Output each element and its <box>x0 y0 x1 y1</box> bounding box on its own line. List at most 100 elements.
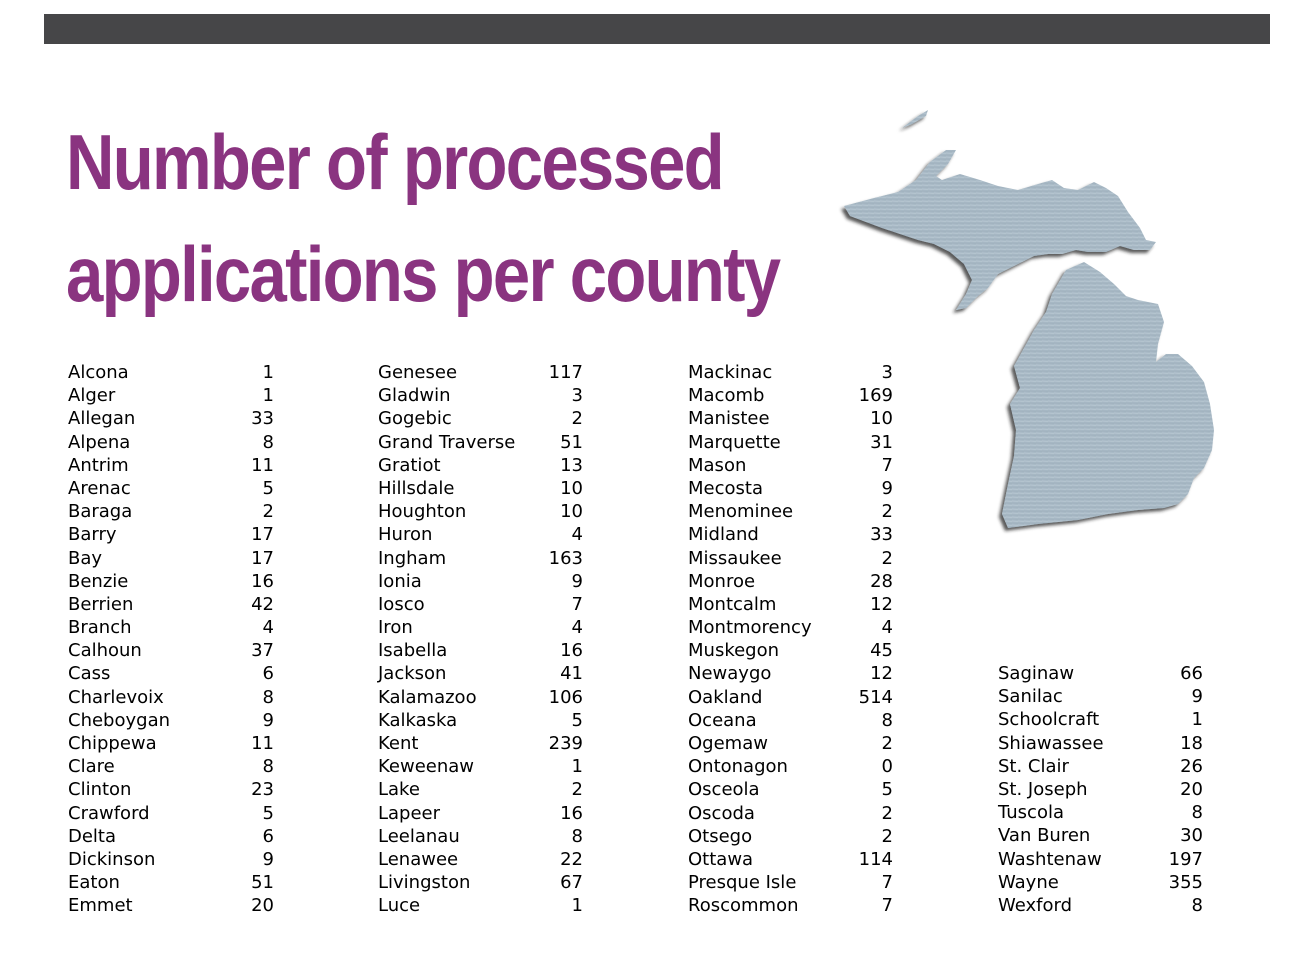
application-count: 7 <box>881 454 893 476</box>
county-name: Midland <box>688 524 759 546</box>
county-row: Lenawee 22 <box>378 848 583 871</box>
application-count: 4 <box>571 524 583 546</box>
county-name: Benzie <box>68 570 129 592</box>
county-name: Leelanau <box>378 825 460 847</box>
county-row: Cheboygan 9 <box>68 709 274 732</box>
county-row: Menominee 2 <box>688 500 893 523</box>
application-count: 20 <box>251 895 274 917</box>
county-row: Chippewa 11 <box>68 732 274 755</box>
application-count: 28 <box>870 570 893 592</box>
county-name: Manistee <box>688 408 770 430</box>
application-count: 41 <box>560 663 583 685</box>
county-name: Wexford <box>998 894 1073 916</box>
application-count: 51 <box>251 872 274 894</box>
title-line-2: applications per county <box>66 230 781 318</box>
county-row: Calhoun 37 <box>68 639 274 662</box>
county-row: Iron 4 <box>378 616 583 639</box>
county-row: Cass 6 <box>68 662 274 685</box>
county-row: Gogebic 2 <box>378 407 583 430</box>
application-count: 197 <box>1168 848 1203 870</box>
county-row: Ottawa 114 <box>688 848 893 871</box>
county-name: Lake <box>378 779 420 801</box>
application-count: 2 <box>571 408 583 430</box>
county-name: Sanilac <box>998 686 1063 708</box>
county-name: St. Joseph <box>998 778 1088 800</box>
county-name: Cheboygan <box>68 709 171 731</box>
county-row: Keweenaw 1 <box>378 755 583 778</box>
application-count: 2 <box>881 501 893 523</box>
application-count: 9 <box>571 570 583 592</box>
application-count: 10 <box>560 477 583 499</box>
county-name: Barry <box>68 524 117 546</box>
application-count: 114 <box>858 848 893 870</box>
application-count: 8 <box>881 709 893 731</box>
county-name: Dickinson <box>68 848 156 870</box>
county-row: Mackinac 3 <box>688 361 893 384</box>
county-name: Mason <box>688 454 747 476</box>
county-name: Livingston <box>378 872 471 894</box>
application-count: 8 <box>262 686 274 708</box>
county-row: Livingston 67 <box>378 871 583 894</box>
county-name: Kalamazoo <box>378 686 477 708</box>
county-name: Jackson <box>378 663 447 685</box>
application-count: 3 <box>571 385 583 407</box>
county-name: Oceana <box>688 709 757 731</box>
county-name: Clare <box>68 756 115 778</box>
county-name: Keweenaw <box>378 756 475 778</box>
county-name: Delta <box>68 825 117 847</box>
county-column-4: Saginaw 66 Sanilac 9 Schoolcraft 1 Shiawassee 1… <box>998 662 1203 917</box>
application-count: 10 <box>870 408 893 430</box>
title-line-1: Number of processed <box>66 118 725 206</box>
county-name: Monroe <box>688 570 756 592</box>
application-count: 4 <box>571 617 583 639</box>
application-count: 6 <box>262 663 274 685</box>
county-row: Kalkaska 5 <box>378 709 583 732</box>
county-name: Saginaw <box>998 663 1075 684</box>
county-row: Allegan 33 <box>68 407 274 430</box>
application-count: 45 <box>870 640 893 662</box>
application-count: 5 <box>881 779 893 801</box>
county-row: Washtenaw 197 <box>998 848 1203 871</box>
application-count: 1 <box>1191 709 1203 731</box>
county-name: Montcalm <box>688 593 777 615</box>
application-count: 16 <box>560 640 583 662</box>
county-name: Allegan <box>68 408 136 430</box>
county-name: Branch <box>68 617 132 639</box>
application-count: 5 <box>262 477 274 499</box>
county-row: Huron 4 <box>378 523 583 546</box>
application-count: 37 <box>251 640 274 662</box>
county-row: Clinton 23 <box>68 778 274 801</box>
county-row: Midland 33 <box>688 523 893 546</box>
county-name: Crawford <box>68 802 150 824</box>
application-count: 17 <box>251 547 274 569</box>
county-column-1: Alcona 1 Alger 1 Allegan 33 Alpena 8 Antrim 11 Are… <box>68 361 274 918</box>
county-row: Hillsdale 10 <box>378 477 583 500</box>
application-count: 26 <box>1180 755 1203 777</box>
application-count: 66 <box>1180 663 1203 684</box>
county-name: Van Buren <box>998 825 1091 847</box>
county-name: Genesee <box>378 362 458 383</box>
county-name: Macomb <box>688 385 765 407</box>
county-name: Ogemaw <box>688 733 768 754</box>
county-name: Baraga <box>68 501 133 523</box>
application-count: 9 <box>1191 686 1203 708</box>
county-row: Gratiot 13 <box>378 454 583 477</box>
county-name: Otsego <box>688 825 753 847</box>
county-row: Wexford 8 <box>998 894 1203 917</box>
county-name: Iosco <box>378 593 425 615</box>
county-row: Newaygo 12 <box>688 662 893 685</box>
county-row: Charlevoix 8 <box>68 686 274 709</box>
county-row: Branch 4 <box>68 616 274 639</box>
county-name: Chippewa <box>68 733 157 754</box>
county-name: Osceola <box>688 779 760 801</box>
county-name: Calhoun <box>68 640 142 662</box>
application-count: 355 <box>1168 871 1203 893</box>
application-count: 8 <box>262 431 274 453</box>
application-count: 3 <box>881 362 893 383</box>
county-name: Lapeer <box>378 802 441 824</box>
county-row: Genesee 117 <box>378 361 583 384</box>
county-name: Cass <box>68 663 111 685</box>
county-row: Benzie 16 <box>68 570 274 593</box>
county-name: Shiawassee <box>998 732 1104 754</box>
application-count: 11 <box>251 733 274 754</box>
